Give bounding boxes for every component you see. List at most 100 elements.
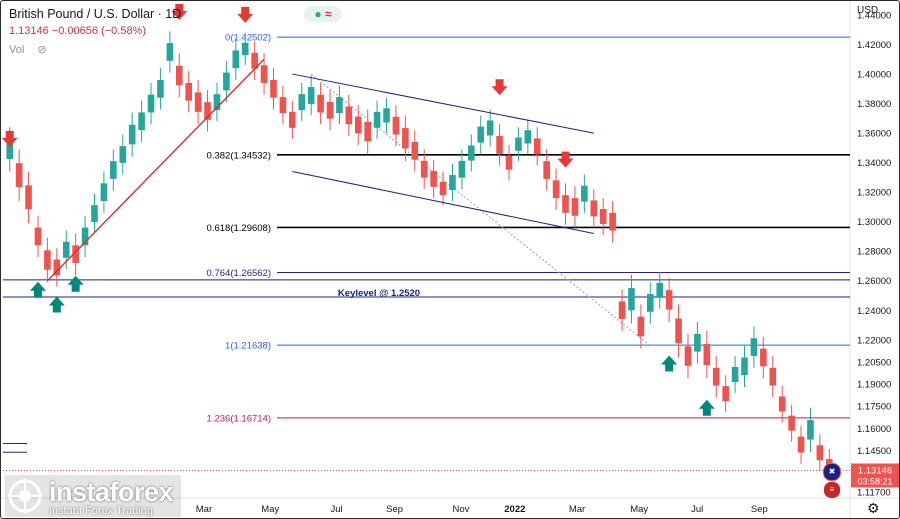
y-tick-label: 1.16000 — [857, 424, 891, 435]
y-tick-label: 1.44000 — [857, 11, 891, 22]
watermark-logo: instaforex Instant Forex Trading — [5, 475, 181, 517]
candle-body — [760, 348, 767, 367]
y-tick-label: 1.20500 — [857, 357, 891, 368]
candle-body — [298, 94, 306, 111]
candle-body — [185, 82, 192, 101]
arrow-down-icon — [171, 3, 188, 20]
candle-body — [694, 333, 701, 352]
y-tick-label: 1.38000 — [857, 99, 891, 110]
candle-body — [34, 227, 42, 246]
candle-body — [420, 160, 428, 178]
y-tick-label: 1.30000 — [857, 217, 891, 228]
last-price-tag — [851, 463, 899, 488]
candle-body — [430, 170, 437, 187]
candle-body — [505, 155, 513, 170]
candle-body — [241, 42, 249, 56]
candle-body — [157, 79, 164, 98]
brand-tagline: Instant Forex Trading — [49, 505, 153, 517]
candle-body — [468, 145, 475, 161]
x-tick-label: Sep — [751, 504, 768, 515]
flag-uk-icon[interactable]: ✖ — [823, 463, 841, 481]
y-tick-label: 1.22000 — [857, 335, 891, 346]
fib-level-label: 0.382(1.34532) — [207, 150, 271, 161]
candle-body — [289, 111, 296, 128]
volume-label[interactable]: Vol ⊘ — [9, 43, 47, 56]
indicator-pill[interactable]: ● ≈ — [304, 6, 342, 22]
flag-us-icon[interactable]: ≡ — [823, 481, 841, 499]
candle-body — [138, 112, 145, 131]
candle-body — [712, 367, 720, 386]
candle-body — [675, 318, 682, 344]
symbol-title[interactable]: British Pound / U.S. Dollar · 1D — [9, 7, 182, 21]
arrow-up-icon — [67, 275, 84, 292]
candle-body — [392, 116, 400, 135]
candle-body — [260, 65, 268, 83]
arrow-down-icon — [237, 6, 254, 23]
candle-body — [147, 94, 155, 113]
candle-body — [665, 290, 673, 310]
last-price-value: 1.13146 — [858, 465, 892, 476]
candle-body — [194, 92, 202, 112]
x-tick-label: Mar — [196, 504, 212, 515]
candle-body — [656, 282, 664, 298]
eye-off-icon[interactable]: ⊘ — [37, 44, 47, 56]
y-tick-label: 1.24000 — [857, 306, 891, 317]
candle-body — [590, 200, 598, 217]
candle-body — [571, 198, 579, 216]
x-tick-label: Sep — [386, 504, 403, 515]
candle-body — [251, 52, 258, 69]
y-tick-label: 1.26000 — [857, 276, 891, 287]
arrow-up-icon — [661, 355, 678, 372]
candle-body — [750, 338, 758, 357]
candle-body — [731, 366, 739, 383]
candle-body — [411, 141, 419, 160]
candle-body — [637, 316, 645, 337]
channel-line — [292, 171, 594, 234]
candle-body — [15, 163, 23, 188]
candle-body — [204, 102, 211, 120]
candle-body — [599, 208, 607, 225]
trend-line — [46, 58, 265, 282]
candle-body — [128, 124, 136, 145]
candle-body — [533, 138, 541, 155]
candle-body — [402, 128, 409, 149]
gear-icon[interactable]: ⚙ — [867, 500, 880, 516]
candle-body — [62, 241, 70, 258]
candle-body — [647, 294, 654, 312]
fib-level-label: 1.236(1.16714) — [207, 413, 271, 424]
x-tick-label: May — [261, 504, 279, 515]
fib-level-label: 0.764(1.26562) — [207, 268, 271, 279]
y-tick-label: 1.42000 — [857, 40, 891, 51]
x-tick-label: Jul — [691, 504, 703, 515]
arrow-down-icon — [557, 151, 574, 168]
candle-body — [562, 195, 569, 213]
arrow-up-icon — [698, 399, 715, 416]
candle-body — [345, 106, 353, 125]
candle-body — [91, 205, 98, 222]
candle-body — [317, 94, 324, 113]
instaforex-logo-icon — [8, 479, 42, 513]
candle-body — [618, 301, 626, 320]
arrow-down-icon — [1, 130, 18, 147]
candle-body — [486, 120, 494, 136]
candle-body — [81, 227, 89, 246]
y-tick-label: 1.34000 — [857, 158, 891, 169]
candle-body — [741, 357, 748, 376]
candle-body — [807, 420, 814, 440]
x-tick-label: May — [630, 504, 648, 515]
x-tick-label: Mar — [569, 504, 585, 515]
candle-body — [703, 343, 711, 366]
arrow-up-icon — [29, 281, 46, 298]
candle-body — [166, 43, 174, 61]
candle-body — [110, 161, 117, 179]
channel-line — [292, 73, 594, 134]
brand-name: instaforex — [49, 477, 174, 507]
x-tick-label: 2022 — [504, 504, 525, 515]
currency-label[interactable]: USD — [857, 5, 879, 16]
candle-body — [609, 212, 616, 231]
candle-body — [213, 94, 221, 111]
candle-body — [44, 250, 51, 270]
candle-body — [515, 137, 522, 151]
